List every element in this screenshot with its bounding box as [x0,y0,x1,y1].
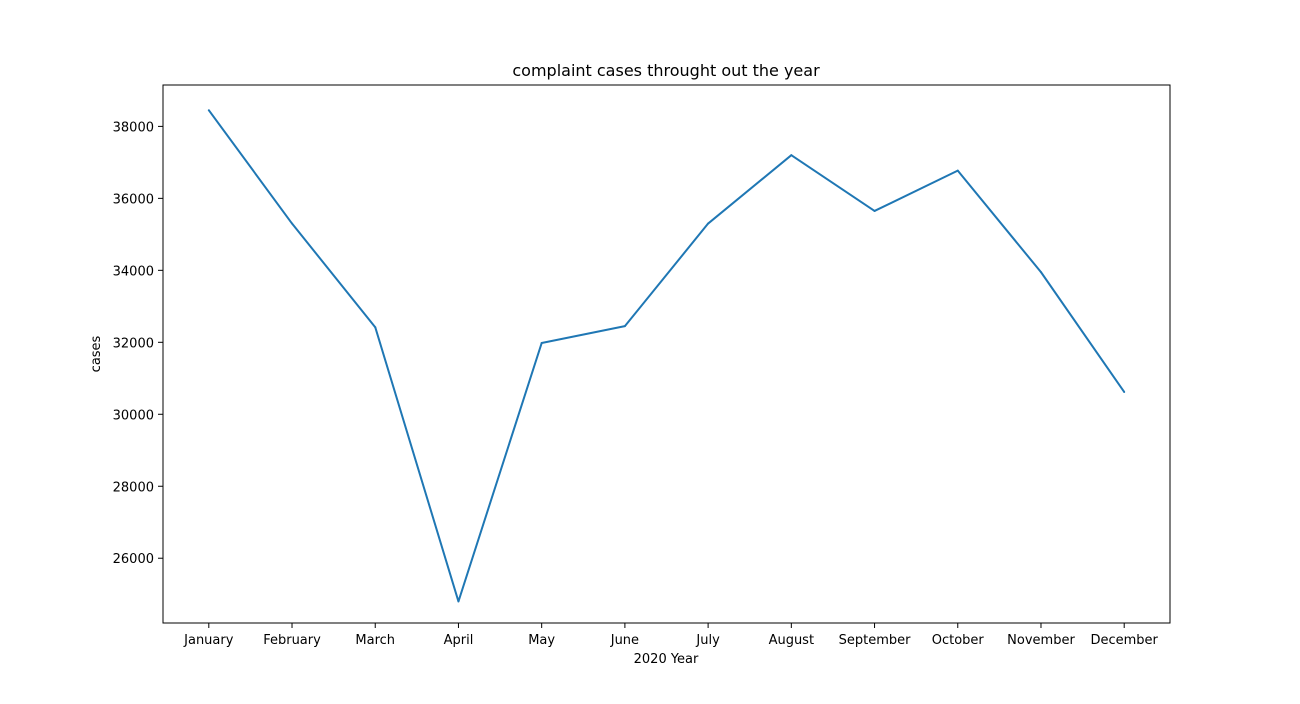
data-point [540,342,543,345]
data-point [291,222,294,225]
x-tick-label: July [695,633,720,648]
x-tick-label: October [932,633,985,648]
x-axis-label: 2020 Year [634,652,699,667]
plot-area [207,109,1126,603]
y-axis-label: cases [89,335,104,372]
x-tick-label: February [263,633,321,648]
chart-title: complaint cases throught out the year [512,61,820,80]
series-line [207,109,1126,603]
x-tick-label: December [1090,633,1158,648]
y-tick-label: 26000 [113,552,154,567]
x-tick-label: January [183,633,234,648]
data-point [623,325,626,328]
data-point [956,169,959,172]
data-point [1123,390,1126,393]
x-tick-label: April [444,633,474,648]
y-tick-label: 36000 [113,192,154,207]
y-tick-label: 30000 [113,408,154,423]
y-tick-label: 34000 [113,264,154,279]
x-tick-label: June [610,633,639,648]
plot-frame [162,84,1171,624]
y-axis: 26000 28000 30000 32000 34000 36000 38000 [113,120,163,567]
x-tick-label: May [528,633,555,648]
data-point [1039,271,1042,274]
data-point [873,209,876,212]
y-tick-label: 32000 [113,336,154,351]
x-tick-label: September [839,633,912,648]
y-tick-label: 38000 [113,120,154,135]
y-tick-label: 28000 [113,480,154,495]
x-axis: January February March April May June July Augu… [183,623,1159,648]
data-point [790,154,793,157]
x-tick-label: August [769,633,815,648]
x-tick-label: March [355,633,395,648]
data-point [207,109,210,112]
data-point [457,600,460,603]
data-point [374,326,377,329]
data-point [707,222,710,225]
x-tick-label: November [1007,633,1075,648]
